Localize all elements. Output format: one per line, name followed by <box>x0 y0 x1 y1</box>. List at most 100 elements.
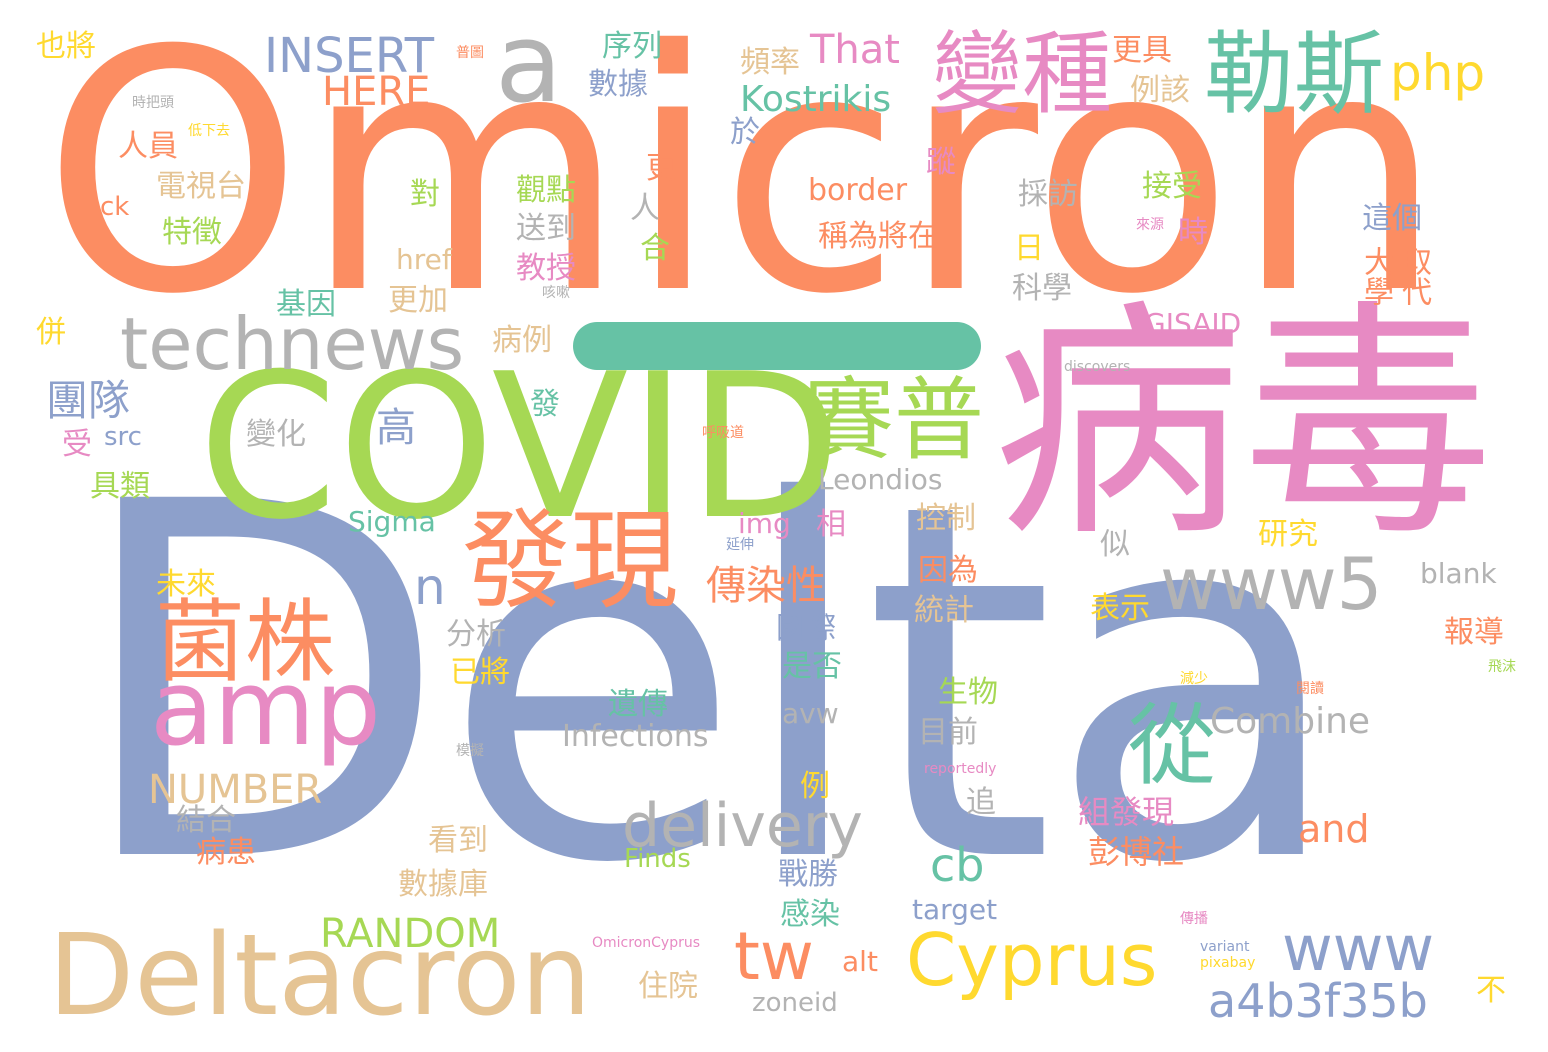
word-bingli: 病例 <box>492 323 552 358</box>
word-amp: amp <box>150 647 382 769</box>
word-here: HERE <box>322 69 431 115</box>
word-renyuan: 人員 <box>118 129 178 164</box>
word-kostrikis: Kostrikis <box>740 79 892 120</box>
word-dianshitai: 電視台 <box>156 169 246 204</box>
word-deltacron: Deltacron <box>48 911 592 1041</box>
word-qudai: 取代 <box>1396 246 1431 306</box>
word-yanshen: 延伸 <box>726 537 754 553</box>
word-img: img <box>738 507 791 540</box>
word-kongzhi: 控制 <box>916 501 976 536</box>
word-covid: COVID <box>198 331 842 564</box>
word-ck: ck <box>100 192 130 222</box>
word-geng: 更 <box>646 151 676 186</box>
word-junzhu: 菌株 <box>155 590 335 695</box>
word-yuedu: 閱讀 <box>1296 681 1324 697</box>
word-tuandui: 團隊 <box>46 376 131 425</box>
word-zoneid: zoneid <box>752 988 838 1018</box>
word-src: src <box>104 422 142 452</box>
word-bianhua: 變化 <box>246 417 306 452</box>
word-binghuan: 病患 <box>196 835 256 870</box>
word-shou: 受 <box>62 427 92 462</box>
word-discovers: discovers <box>1064 359 1131 375</box>
word-muqian: 目前 <box>918 715 978 750</box>
word-omicron: Omicron <box>42 0 1445 367</box>
word-ganran: 感染 <box>780 897 840 932</box>
word-tezheng: 特徵 <box>162 215 222 250</box>
word-delta: Delta <box>72 399 1347 970</box>
word-number: NUMBER <box>148 767 323 813</box>
word-chengweijiangzai: 稱為將在 <box>818 219 938 254</box>
word-target: target <box>912 893 998 926</box>
word-shi: 時 <box>1178 215 1208 250</box>
word-zhansheng: 戰勝 <box>778 857 838 892</box>
word-infections: Infections <box>562 719 709 754</box>
word-dui: 對 <box>410 177 440 212</box>
word-guoji: 國際 <box>776 611 836 646</box>
word-shifou: 是否 <box>782 649 842 684</box>
word-dixiaqu: 低下去 <box>188 123 230 139</box>
word-blank: blank <box>1420 557 1497 590</box>
word-border: border <box>808 173 908 208</box>
word-href: href <box>396 243 452 276</box>
word-jiehe: 結合 <box>176 803 236 838</box>
word-gengju: 更具 <box>1112 33 1172 68</box>
word-putu: 普圖 <box>456 45 484 61</box>
word-finds: Finds <box>624 844 691 874</box>
word-php: php <box>1390 44 1486 102</box>
word-n: n <box>414 558 446 616</box>
word-chuanranxing: 傳染性 <box>706 563 826 609</box>
word-jieshou: 接受 <box>1142 169 1202 204</box>
word-faxian: 發現 <box>462 499 679 624</box>
word-gao: 高 <box>376 405 416 451</box>
word-weilai: 未來 <box>156 567 216 602</box>
word-pengboshe: 彭博社 <box>1088 833 1185 871</box>
word-shujuku: 數據庫 <box>398 867 488 902</box>
word-reportedly: reportedly <box>924 761 997 777</box>
word-baodao: 報導 <box>1444 615 1504 650</box>
word-zhuyuan: 住院 <box>638 969 698 1004</box>
word-cyprus: Cyprus <box>906 918 1158 1002</box>
word-omicroncyprus: OmicronCyprus <box>592 935 701 951</box>
word-zhege: 這個 <box>1362 201 1422 236</box>
word-leondios: Leondios <box>818 463 943 496</box>
word-biaoshi: 表示 <box>1090 591 1150 626</box>
word-fa: 發 <box>530 387 560 422</box>
word-lesi: 勒斯 <box>1204 22 1384 127</box>
word-pinlv: 頻率 <box>740 45 800 80</box>
word-bu: 不 <box>1476 973 1506 1008</box>
word-julei: 具類 <box>90 469 150 504</box>
word-a: a <box>495 0 563 127</box>
word-shuju: 數據 <box>588 67 648 102</box>
word-fenxi: 分析 <box>446 617 506 652</box>
word-he: 合 <box>640 231 670 266</box>
word-zufaxian: 組發現 <box>1078 793 1175 831</box>
word-www5: www5 <box>1160 542 1383 626</box>
word-kesou: 咳嗽 <box>542 285 570 301</box>
word-yinwei: 因為 <box>918 553 978 588</box>
word-cong: 從 <box>1128 694 1217 797</box>
word-avw: avw <box>782 697 839 730</box>
word-and: and <box>1298 807 1370 851</box>
word-ligai: 例該 <box>1130 73 1190 108</box>
word-delivery: delivery <box>622 791 863 861</box>
word-huxidao: 呼吸道 <box>702 425 744 441</box>
word-yanjiu: 研究 <box>1258 517 1318 552</box>
word-technews: technews <box>120 302 465 386</box>
word-li: 例 <box>800 769 830 804</box>
word-zhui: 追 <box>966 785 996 820</box>
word-insert: INSERT <box>264 28 435 84</box>
word-tongji: 統計 <box>914 593 974 628</box>
word-yu: 於 <box>730 115 760 150</box>
word-feimo: 飛沫 <box>1488 659 1516 675</box>
word-xulie: 序列 <box>602 29 662 64</box>
word-ri: 日 <box>1014 231 1044 266</box>
word-jiyin: 基因 <box>276 287 336 322</box>
word-shengwu: 生物 <box>938 675 998 710</box>
word-gisaid: GISAID <box>1144 307 1242 340</box>
word-guandian: 觀點 <box>516 173 576 208</box>
word-chuanbo: 傳播 <box>1180 911 1208 927</box>
word-variant: variant <box>1200 939 1250 955</box>
word-moni: 模擬 <box>456 743 484 759</box>
word-cb: cb <box>930 838 985 892</box>
